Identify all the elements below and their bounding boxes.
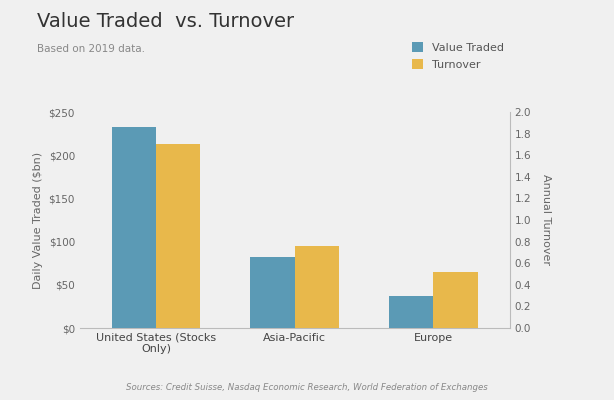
Bar — [156, 144, 200, 328]
Text: Value Traded  vs. Turnover: Value Traded vs. Turnover — [37, 12, 294, 31]
Bar — [295, 246, 339, 328]
Text: Based on 2019 data.: Based on 2019 data. — [37, 44, 145, 54]
Bar — [251, 257, 295, 328]
Legend: Value Traded, Turnover: Value Traded, Turnover — [412, 42, 504, 70]
Bar — [389, 296, 433, 328]
Bar — [433, 272, 478, 328]
Y-axis label: Annual Turnover: Annual Turnover — [540, 174, 551, 266]
Text: Sources: Credit Suisse, Nasdaq Economic Research, World Federation of Exchanges: Sources: Credit Suisse, Nasdaq Economic … — [126, 383, 488, 392]
Y-axis label: Daily Value Traded ($bn): Daily Value Traded ($bn) — [33, 152, 43, 288]
Bar — [112, 127, 156, 328]
